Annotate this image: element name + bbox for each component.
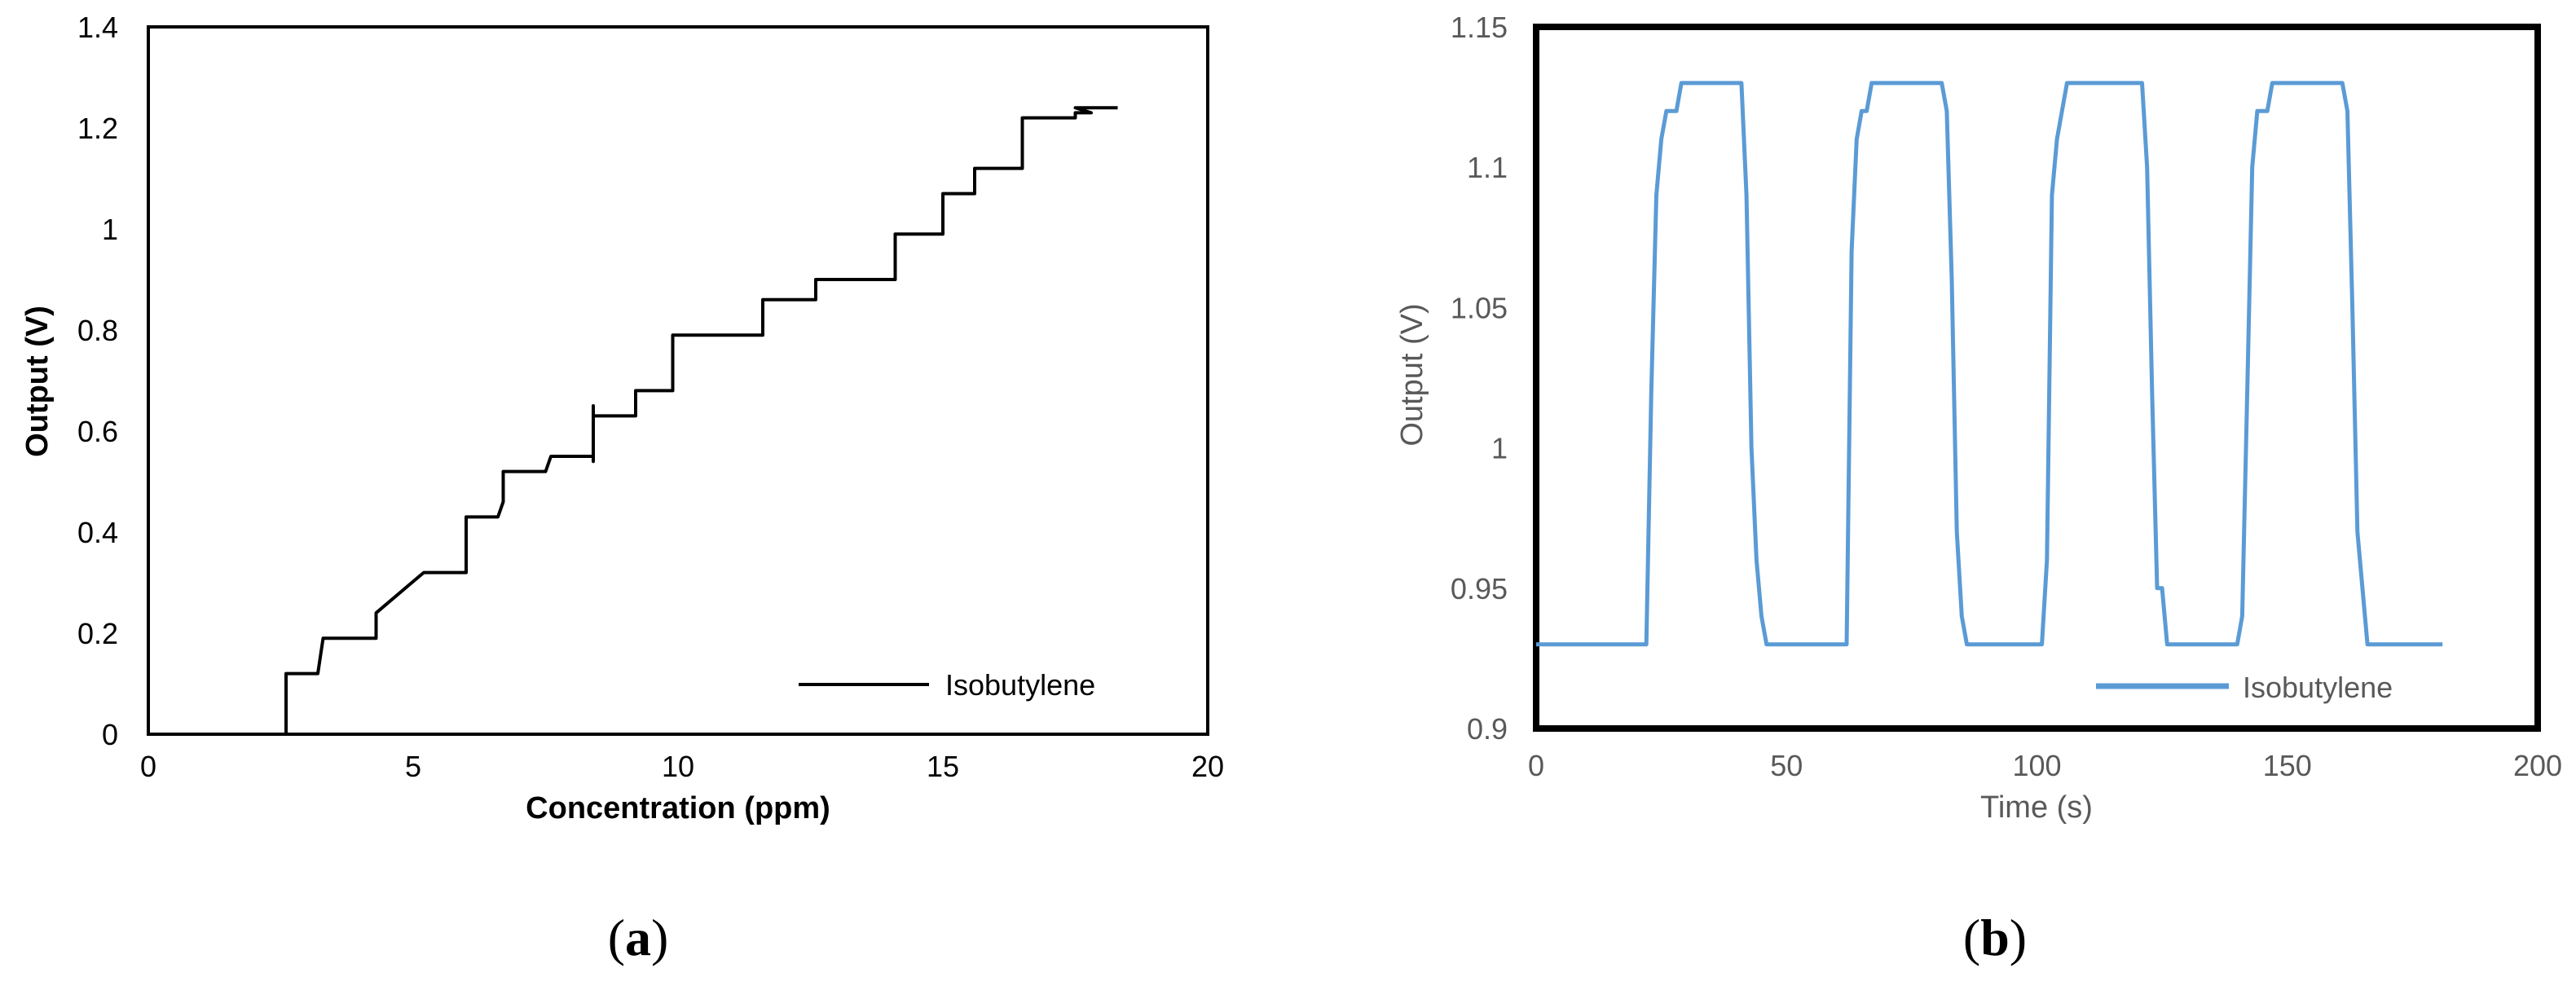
chart-a-caption-letter: a	[625, 909, 651, 966]
chart-b-y-tick-label: 0.95	[1451, 572, 1508, 605]
chart-b-x-tick-label: 50	[1770, 749, 1803, 782]
chart-a-x-tick-label: 0	[140, 750, 156, 783]
chart-b-x-axis-label: Time (s)	[1980, 790, 2093, 825]
chart-a-y-tick-label: 1	[102, 213, 118, 246]
chart-b-y-tick-label: 0.9	[1467, 712, 1508, 746]
chart-b-x-tick-label: 0	[1528, 749, 1544, 782]
chart-a-caption: (a)	[608, 909, 669, 966]
chart-a-series-line	[284, 106, 1118, 734]
chart-a-y-tick-label: 1.2	[77, 112, 118, 145]
chart-a-plot-frame	[147, 25, 1209, 736]
chart-b-y-tick-label: 1.15	[1451, 11, 1508, 44]
chart-a-x-tick-label: 5	[405, 750, 421, 783]
chart-a: 0 5 10 15 20 0 0.2 0.4 0.6 0.8 1 1.2 1.4 Isobutylen…	[20, 11, 1224, 966]
chart-b-series-line	[1536, 81, 2443, 647]
chart-b-y-tick-label: 1.05	[1451, 291, 1508, 324]
chart-a-y-tick-label: 0.2	[77, 617, 118, 650]
chart-b-y-ticks: 0.9 0.95 1 1.05 1.1 1.15	[1451, 11, 1508, 746]
chart-a-y-tick-label: 0.6	[77, 415, 118, 448]
chart-b-axes	[1533, 24, 2541, 732]
chart-b-x-ticks: 0 50 100 150 200	[1528, 749, 2562, 782]
chart-b-caption-letter: b	[1980, 909, 2010, 966]
chart-b-legend-label: Isobutylene	[2243, 671, 2393, 704]
chart-a-axes	[147, 25, 1209, 736]
chart-a-x-ticks: 0 5 10 15 20	[140, 750, 1224, 783]
chart-a-legend-label: Isobutylene	[945, 668, 1095, 702]
chart-a-x-tick-label: 10	[662, 750, 694, 783]
chart-a-y-tick-label: 0.4	[77, 516, 118, 549]
chart-b-y-axis-label: Output (V)	[1395, 303, 1429, 446]
chart-a-x-tick-label: 15	[927, 750, 959, 783]
chart-a-series	[284, 106, 1118, 734]
chart-b-y-tick-label: 1.1	[1467, 151, 1508, 184]
chart-b-caption: (b)	[1963, 909, 2027, 966]
chart-a-x-tick-label: 20	[1191, 750, 1224, 783]
chart-a-y-tick-label: 0.8	[77, 314, 118, 347]
chart-b-series	[1536, 81, 2443, 647]
chart-b-plot-frame	[1533, 24, 2541, 732]
chart-b-y-tick-label: 1	[1491, 432, 1508, 465]
chart-a-y-tick-label: 0	[102, 718, 118, 751]
chart-b-x-tick-label: 200	[2513, 749, 2562, 782]
chart-b-legend: Isobutylene	[2096, 671, 2393, 704]
chart-a-x-axis-label: Concentration (ppm)	[526, 791, 830, 825]
chart-a-legend: Isobutylene	[799, 668, 1095, 702]
chart-b-x-tick-label: 100	[2012, 749, 2061, 782]
chart-a-y-ticks: 0 0.2 0.4 0.6 0.8 1 1.2 1.4	[77, 11, 118, 751]
chart-a-y-tick-label: 1.4	[77, 11, 118, 44]
chart-a-y-axis-label: Output (V)	[20, 306, 55, 457]
chart-b: 0 50 100 150 200 0.9 0.95 1 1.05 1.1 1.15 Isobuty…	[1395, 11, 2562, 966]
chart-b-x-tick-label: 150	[2263, 749, 2312, 782]
